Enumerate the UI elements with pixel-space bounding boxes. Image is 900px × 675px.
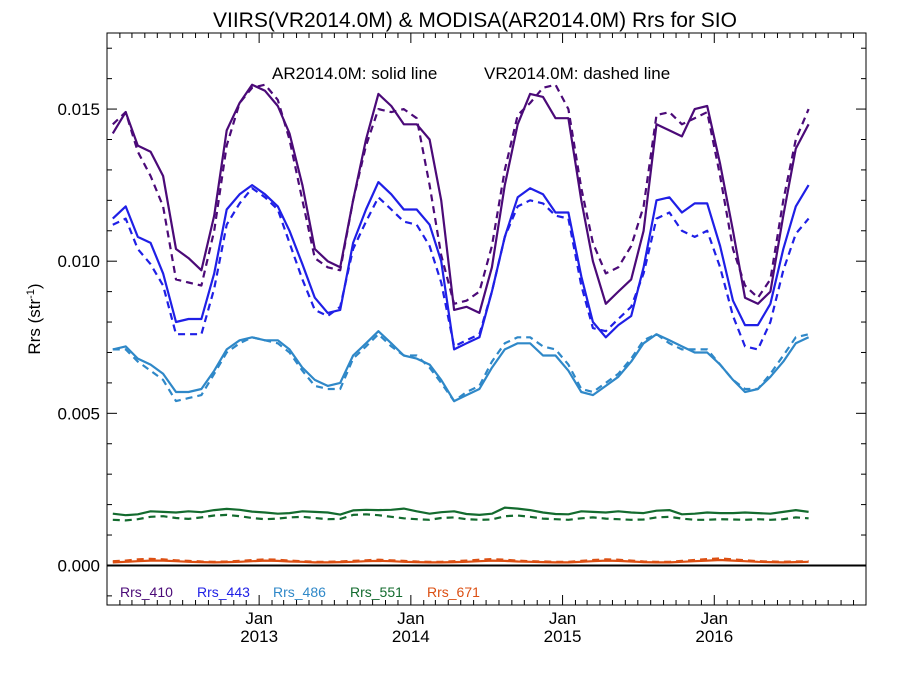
y-tick-label: 0.015 <box>57 100 100 119</box>
x-tick-year-label: 2014 <box>392 627 430 646</box>
series-line-0-solid <box>111 83 810 314</box>
legend-entry-rrs-551: Rrs_551 <box>350 584 403 600</box>
x-tick-year-label: 2013 <box>240 627 278 646</box>
series-line-5-dashed <box>112 333 809 403</box>
y-axis-label-superscript: -1 <box>25 289 37 299</box>
x-tick-year-label: 2015 <box>544 627 582 646</box>
series-line-9-dashed <box>112 557 809 563</box>
y-axis-label-close: ) <box>25 283 44 289</box>
y-tick-label: 0.000 <box>57 556 100 575</box>
x-tick-month-label: Jan <box>701 609 728 628</box>
y-tick-label: 0.010 <box>57 252 100 271</box>
annotation-dashed: VR2014.0M: dashed line <box>484 64 670 83</box>
y-tick-label: 0.005 <box>57 404 100 423</box>
series-line-1-dashed <box>112 83 810 305</box>
legend: Rrs_410 Rrs_443 Rrs_486 Rrs_551 Rrs_671 <box>120 584 480 600</box>
legend-entry-rrs-443: Rrs_443 <box>197 584 250 600</box>
series-line-3-dashed <box>112 187 810 351</box>
y-axis-label-text: Rrs (str <box>25 299 44 355</box>
series-line-7-dashed <box>112 513 809 522</box>
annotation-solid: AR2014.0M: solid line <box>272 64 437 83</box>
y-axis: 0.000 0.005 0.010 0.015 <box>57 47 866 597</box>
x-tick-year-label: 2016 <box>695 627 733 646</box>
legend-entry-rrs-671: Rrs_671 <box>427 584 480 600</box>
y-axis-label: Rrs (str-1) <box>25 283 44 354</box>
series-line-4-solid <box>112 330 810 403</box>
series-line-2-solid <box>112 181 810 351</box>
legend-entry-rrs-486: Rrs_486 <box>273 584 326 600</box>
series-layer <box>111 83 810 564</box>
x-tick-month-label: Jan <box>245 609 272 628</box>
chart-title: VIIRS(VR2014.0M) & MODISA(AR2014.0M) Rrs… <box>213 9 737 32</box>
x-tick-month-label: Jan <box>549 609 576 628</box>
legend-entry-rrs-410: Rrs_410 <box>120 584 173 600</box>
series-line-8-solid <box>112 558 809 564</box>
x-tick-month-label: Jan <box>397 609 424 628</box>
series-line-6-solid <box>112 506 809 517</box>
